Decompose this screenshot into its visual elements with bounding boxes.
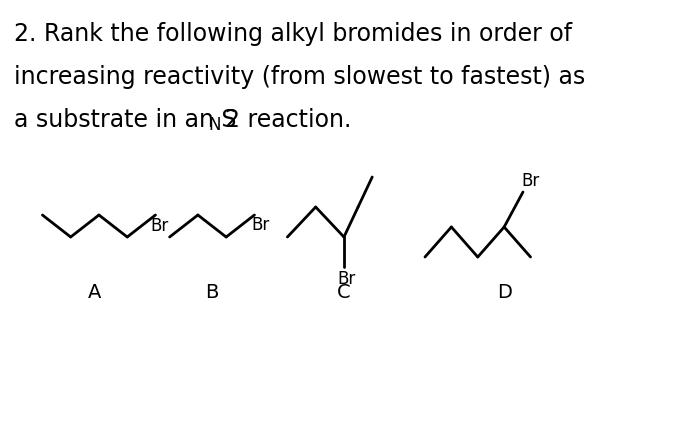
Text: Br: Br bbox=[521, 172, 540, 190]
Text: 2. Rank the following alkyl bromides in order of: 2. Rank the following alkyl bromides in … bbox=[14, 22, 573, 46]
Text: Br: Br bbox=[150, 217, 169, 235]
Text: B: B bbox=[205, 282, 218, 302]
Text: D: D bbox=[497, 282, 512, 302]
Text: Br: Br bbox=[251, 216, 270, 234]
Text: C: C bbox=[337, 282, 351, 302]
Text: increasing reactivity (from slowest to fastest) as: increasing reactivity (from slowest to f… bbox=[14, 65, 585, 89]
Text: A: A bbox=[88, 282, 101, 302]
Text: N: N bbox=[209, 115, 221, 133]
Text: a substrate in an S: a substrate in an S bbox=[14, 108, 237, 132]
Text: 2 reaction.: 2 reaction. bbox=[225, 108, 351, 132]
Text: Br: Br bbox=[337, 270, 356, 288]
